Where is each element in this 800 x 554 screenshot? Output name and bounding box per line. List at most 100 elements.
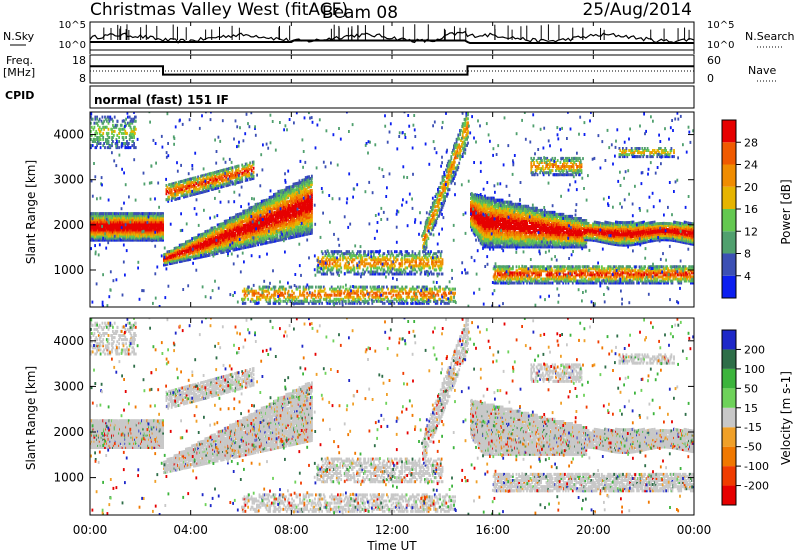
range-cell bbox=[170, 188, 173, 192]
range-cell bbox=[296, 186, 298, 190]
range-cell bbox=[246, 178, 249, 182]
range-cell bbox=[308, 179, 311, 183]
range-cell bbox=[198, 233, 200, 237]
range-cell bbox=[251, 244, 254, 248]
range-cell bbox=[192, 253, 194, 257]
range-cell bbox=[162, 222, 164, 226]
range-cell bbox=[293, 209, 296, 212]
range-cell bbox=[149, 224, 152, 228]
range-cell bbox=[146, 226, 149, 230]
range-cell bbox=[289, 219, 292, 223]
range-cell bbox=[244, 219, 247, 223]
range-cell bbox=[270, 197, 273, 201]
range-cell bbox=[311, 191, 313, 194]
range-cell bbox=[263, 209, 266, 213]
range-cell bbox=[259, 230, 261, 234]
range-cell bbox=[170, 253, 173, 257]
range-cell bbox=[218, 173, 221, 177]
range-cell bbox=[182, 255, 185, 259]
range-cell bbox=[200, 239, 203, 243]
range-cell bbox=[225, 180, 228, 184]
range-cell bbox=[169, 184, 172, 188]
range-cell bbox=[288, 212, 291, 215]
range-cell bbox=[304, 220, 307, 224]
range-cell bbox=[264, 229, 267, 233]
range-cell bbox=[199, 178, 202, 182]
range-cell bbox=[206, 189, 209, 193]
range-cell bbox=[248, 208, 251, 212]
range-cell bbox=[156, 228, 159, 232]
range-cell bbox=[282, 219, 285, 223]
range-cell bbox=[174, 256, 177, 260]
range-cell bbox=[207, 229, 209, 233]
range-cell bbox=[142, 234, 145, 238]
range-cell bbox=[221, 172, 224, 176]
range-cell bbox=[246, 213, 249, 216]
range-cell bbox=[251, 207, 254, 211]
range-cell bbox=[178, 246, 180, 249]
range-cell bbox=[226, 245, 229, 249]
range-cell bbox=[253, 209, 256, 213]
range-cell bbox=[251, 240, 253, 244]
range-cell bbox=[252, 160, 255, 164]
range-cell bbox=[156, 222, 159, 226]
range-cell bbox=[225, 172, 228, 175]
range-cell bbox=[188, 181, 191, 185]
range-cell bbox=[286, 210, 289, 214]
range-cell bbox=[301, 182, 304, 186]
freq-label: Freq. bbox=[6, 54, 33, 67]
range-cell bbox=[226, 249, 229, 253]
range-cell bbox=[217, 231, 220, 235]
range-cell bbox=[252, 170, 255, 174]
range-cell bbox=[197, 239, 200, 243]
range-cell bbox=[266, 233, 269, 236]
range-cell bbox=[170, 190, 173, 194]
range-cell bbox=[262, 227, 265, 231]
range-cell bbox=[116, 212, 119, 216]
range-cell bbox=[199, 177, 201, 181]
range-cell bbox=[213, 236, 215, 240]
range-cell bbox=[289, 217, 292, 221]
range-cell bbox=[284, 206, 287, 210]
range-cell bbox=[194, 180, 197, 184]
range-cell bbox=[229, 245, 231, 249]
range-cell bbox=[149, 212, 152, 216]
range-cell bbox=[182, 183, 184, 187]
range-cell bbox=[293, 223, 296, 227]
range-cell bbox=[154, 226, 157, 230]
range-cell bbox=[226, 239, 229, 243]
range-cell bbox=[169, 189, 171, 193]
range-cell bbox=[311, 219, 313, 223]
range-cell bbox=[301, 217, 304, 221]
range-cell bbox=[191, 181, 194, 184]
range-cell bbox=[286, 202, 289, 206]
range-cell bbox=[156, 236, 159, 240]
range-cell bbox=[241, 218, 244, 222]
range-cell bbox=[184, 180, 187, 184]
range-cell bbox=[197, 245, 200, 249]
range-cell bbox=[153, 224, 156, 228]
range-cell bbox=[246, 237, 249, 241]
range-cell bbox=[154, 212, 157, 216]
range-cell bbox=[214, 176, 217, 180]
range-cell bbox=[158, 222, 161, 226]
range-cell bbox=[189, 255, 192, 259]
range-cell bbox=[225, 174, 228, 177]
range-cell bbox=[106, 228, 109, 232]
range-cell bbox=[250, 230, 252, 234]
range-cell bbox=[248, 230, 251, 234]
range-cell bbox=[170, 251, 173, 255]
range-cell bbox=[301, 185, 304, 188]
range-cell bbox=[149, 236, 152, 240]
range-cell bbox=[214, 252, 216, 256]
range-cell bbox=[210, 182, 213, 186]
range-cell bbox=[199, 187, 201, 191]
range-cell bbox=[238, 247, 241, 251]
range-cell bbox=[166, 258, 169, 262]
range-cell bbox=[185, 250, 188, 254]
range-cell bbox=[214, 228, 216, 232]
range-cell bbox=[229, 249, 231, 253]
range-cell bbox=[306, 181, 309, 185]
range-cell bbox=[311, 201, 313, 205]
range-cell bbox=[221, 185, 223, 189]
